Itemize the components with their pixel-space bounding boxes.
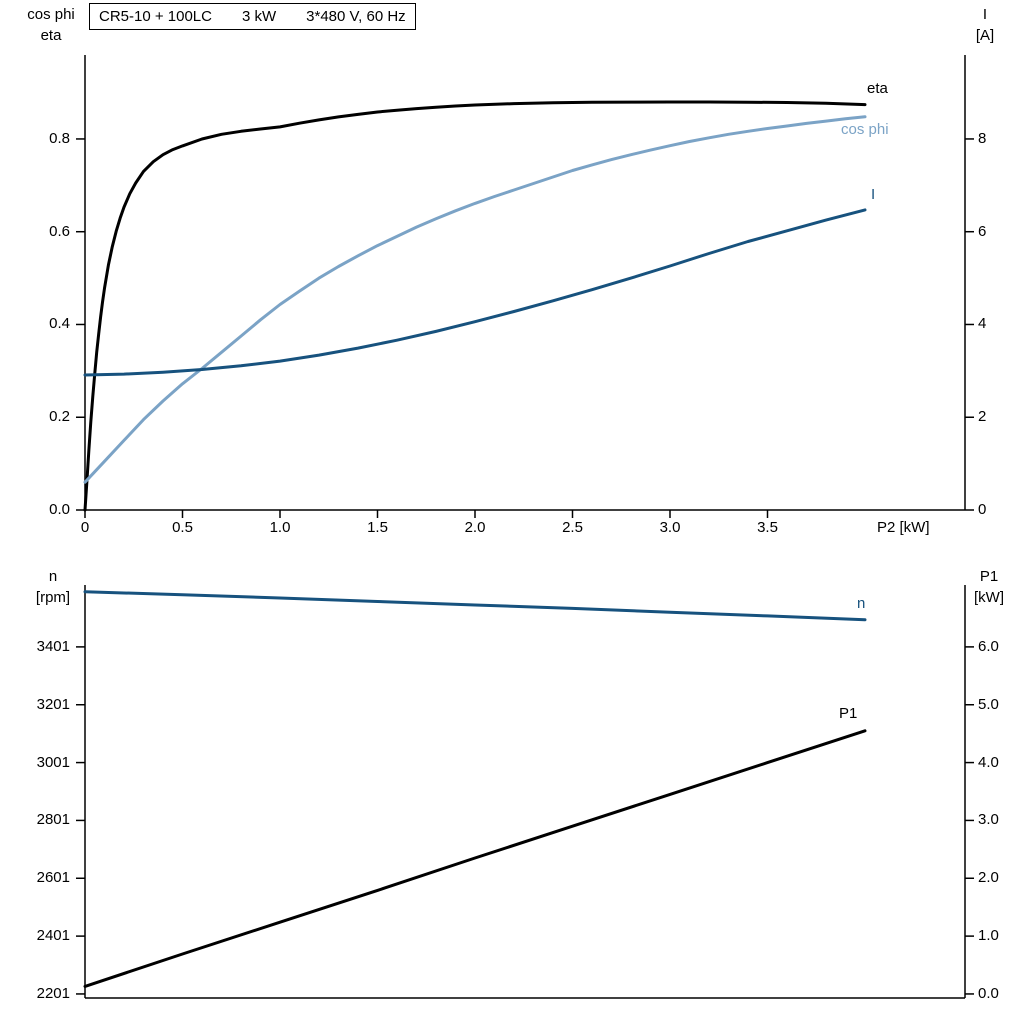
axis-title-cos-phi: cos phi	[27, 6, 75, 23]
y-tick-label-left: 2401	[36, 927, 70, 945]
x-tick-label: 0	[80, 519, 90, 536]
axis-title-p1-unit: [kW]	[974, 589, 1004, 606]
curve-label-cos-phi: cos phi	[841, 121, 889, 138]
y-tick-label-left: 0.2	[49, 408, 70, 426]
y-tick-label-left: 2801	[36, 811, 70, 829]
y-tick-label-left: 3401	[36, 637, 70, 655]
y-tick-label-left: 0.4	[49, 315, 70, 333]
title-motor-power: 3 kW	[241, 8, 277, 25]
x-tick-label: 1.0	[269, 519, 291, 536]
axis-title-speed: n	[48, 568, 58, 585]
curve-label-eta: eta	[867, 80, 888, 97]
y-tick-label-right: 5.0	[978, 695, 999, 713]
axis-title-current: I	[982, 6, 988, 23]
y-tick-label-right: 2	[978, 408, 987, 426]
y-tick-label-right: 8	[978, 129, 987, 147]
x-tick-label: 2.0	[464, 519, 486, 536]
y-tick-label-left: 3001	[36, 753, 70, 771]
y-tick-label-right: 3.0	[978, 811, 999, 829]
x-tick-label: 1.5	[367, 519, 388, 536]
y-tick-label-right: 4.0	[978, 753, 999, 771]
x-axis-label: P2 [kW]	[877, 519, 930, 536]
axis-title-eta: eta	[40, 27, 62, 44]
axis-title-current-unit: [A]	[975, 27, 995, 44]
curve-cos-phi	[83, 115, 867, 484]
title-pump-model: CR5-10 + 100LC	[99, 8, 212, 25]
bottom-right-axis-title: P1 [kW]	[958, 566, 1020, 608]
x-tick-label: 2.5	[562, 519, 583, 536]
x-tick-label: 3.5	[757, 519, 778, 536]
y-tick-label-right: 1.0	[978, 927, 999, 945]
x-tick-label: 0.5	[172, 519, 193, 536]
curve-eta	[83, 100, 867, 512]
y-tick-label-right: 0.0	[978, 984, 999, 1002]
y-tick-label-left: 0.0	[49, 501, 70, 518]
y-tick-label-left: 0.8	[49, 129, 70, 147]
y-tick-label-right: 2.0	[978, 869, 999, 887]
curve-n	[83, 590, 867, 622]
y-tick-label-left: 2201	[36, 984, 70, 1002]
y-tick-label-right: 4	[978, 315, 987, 333]
x-tick-label: 3.0	[659, 519, 681, 536]
top-right-axis-title: I [A]	[955, 4, 1015, 46]
axis-title-speed-unit: [rpm]	[35, 589, 71, 606]
curve-label-n: n	[857, 595, 866, 612]
curve-label-p1: P1	[839, 705, 858, 722]
curve-i	[83, 208, 867, 377]
y-tick-label-right: 6.0	[978, 637, 999, 655]
bottom-left-axis-title: n [rpm]	[16, 566, 90, 608]
title-voltage-frequency: 3*480 V, 60 Hz	[306, 8, 406, 25]
curve-label-current: I	[871, 186, 876, 203]
y-tick-label-right: 0	[978, 501, 987, 518]
top-left-axis-title: cos phi eta	[14, 4, 88, 46]
chart-title-box: CR5-10 + 100LC 3 kW 3*480 V, 60 Hz	[89, 3, 416, 30]
y-tick-label-left: 2601	[36, 869, 70, 887]
y-tick-label-left: 3201	[36, 695, 70, 713]
curve-p1	[83, 729, 867, 988]
y-tick-label-left: 0.6	[49, 222, 70, 240]
axis-title-p1: P1	[979, 568, 999, 585]
y-tick-label-right: 6	[978, 222, 987, 240]
